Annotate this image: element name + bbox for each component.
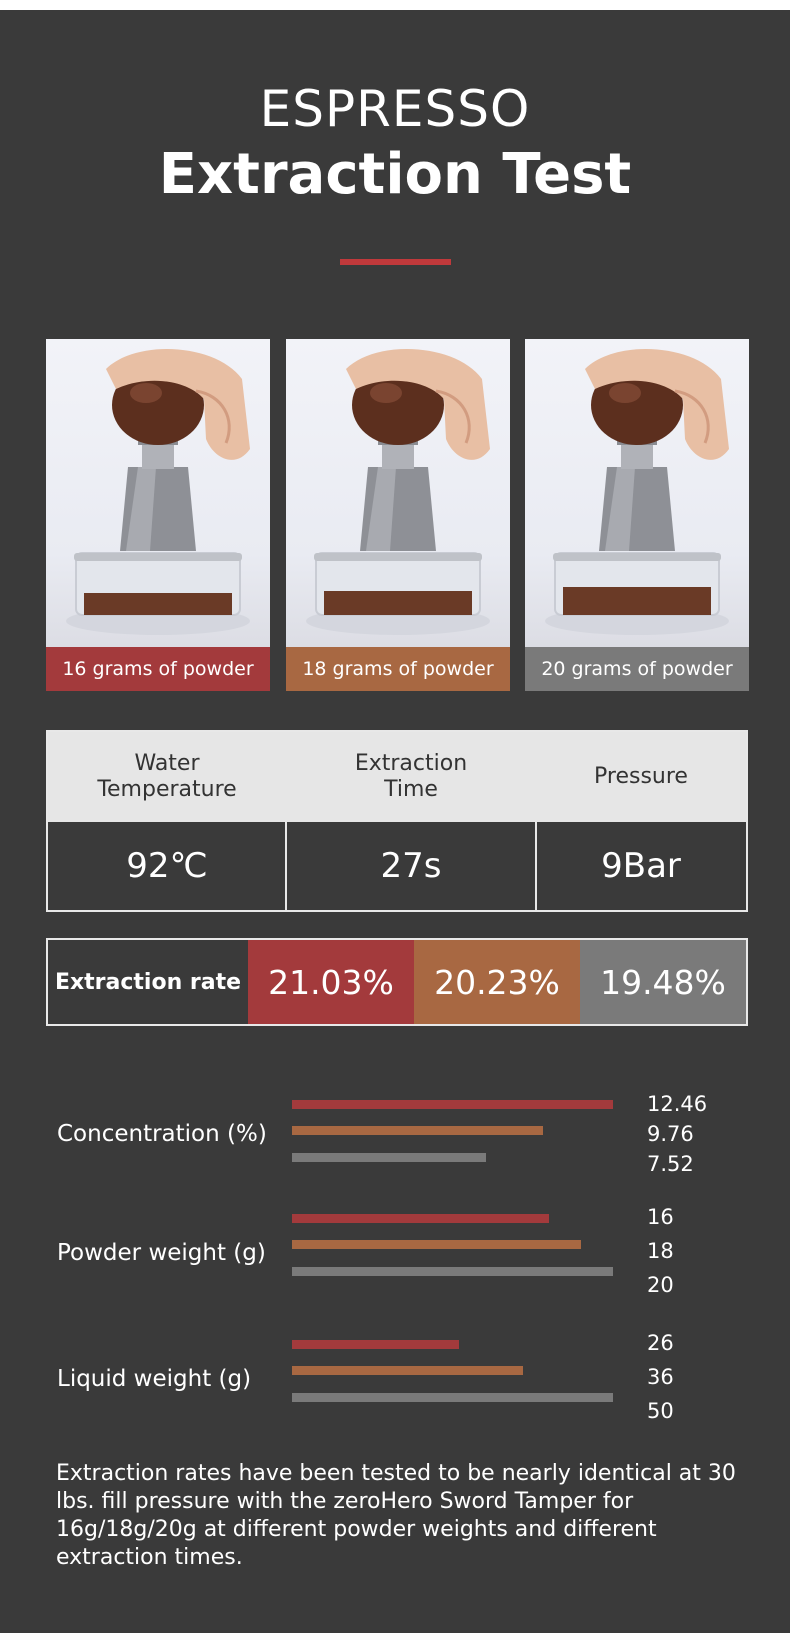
- chart-value-label-liquid-1: 36: [647, 1365, 674, 1389]
- header-water-temperature: Water Temperature: [97, 751, 237, 802]
- chart-group-label-concentration: Concentration (%): [57, 1121, 267, 1147]
- chart-bar-liquid-2: [292, 1393, 613, 1402]
- chart-group-label-liquid: Liquid weight (g): [57, 1366, 252, 1392]
- photo-caption: 20 grams of powder: [525, 647, 749, 691]
- chart-group-label-powder: Powder weight (g): [57, 1240, 266, 1266]
- photo-card-16g: 16 grams of powder: [46, 339, 270, 691]
- cell-divider: [535, 822, 537, 910]
- extraction-rate-18g: 20.23%: [414, 940, 580, 1024]
- table-header-row: [48, 732, 746, 822]
- chart-bar-liquid-1: [292, 1366, 523, 1375]
- cell-divider: [285, 822, 287, 910]
- chart-bar-concentration-1: [292, 1126, 543, 1135]
- parameters-table: Water Temperature Extraction Time Pressu…: [46, 730, 748, 912]
- chart-bar-liquid-0: [292, 1340, 459, 1349]
- chart-value-label-powder-2: 20: [647, 1273, 674, 1297]
- header-pressure: Pressure: [594, 764, 688, 789]
- value-extraction-time: 27s: [380, 846, 442, 886]
- page-eyebrow: ESPRESSO: [259, 80, 531, 138]
- chart-value-label-concentration-1: 9.76: [647, 1122, 694, 1146]
- chart-value-label-concentration-0: 12.46: [647, 1092, 708, 1116]
- chart-bar-concentration-0: [292, 1100, 613, 1109]
- extraction-rate-label: Extraction rate: [54, 969, 242, 995]
- chart-bar-powder-0: [292, 1214, 549, 1223]
- chart-bar-powder-1: [292, 1240, 581, 1249]
- tamper-photo: [46, 339, 270, 647]
- photo-caption: 16 grams of powder: [46, 647, 270, 691]
- tamper-photo: [286, 339, 510, 647]
- chart-value-label-powder-0: 16: [647, 1205, 674, 1229]
- title-divider: [340, 259, 451, 265]
- header-extraction-time: Extraction Time: [354, 751, 468, 802]
- chart-value-label-powder-1: 18: [647, 1239, 674, 1263]
- tamper-photo: [525, 339, 749, 647]
- extraction-rate-16g: 21.03%: [248, 940, 414, 1024]
- extraction-rate-20g: 19.48%: [580, 940, 746, 1024]
- value-water-temperature: 92℃: [126, 846, 208, 886]
- tamper-illustration: [306, 348, 490, 635]
- extraction-rate-row: Extraction rate 21.03% 20.23% 19.48%: [46, 938, 748, 1026]
- chart-bar-concentration-2: [292, 1153, 486, 1162]
- chart-value-label-liquid-2: 50: [647, 1399, 674, 1423]
- chart-bar-powder-2: [292, 1267, 613, 1276]
- photo-card-20g: 20 grams of powder: [525, 339, 749, 691]
- photo-card-18g: 18 grams of powder: [286, 339, 510, 691]
- page-title: Extraction Test: [158, 142, 632, 207]
- photo-caption: 18 grams of powder: [286, 647, 510, 691]
- value-pressure: 9Bar: [601, 846, 681, 886]
- chart-value-label-liquid-0: 26: [647, 1331, 674, 1355]
- tamper-illustration: [545, 348, 729, 635]
- chart-value-label-concentration-2: 7.52: [647, 1152, 694, 1176]
- footnote-text: Extraction rates have been tested to be …: [56, 1461, 736, 1570]
- tamper-illustration: [66, 348, 250, 635]
